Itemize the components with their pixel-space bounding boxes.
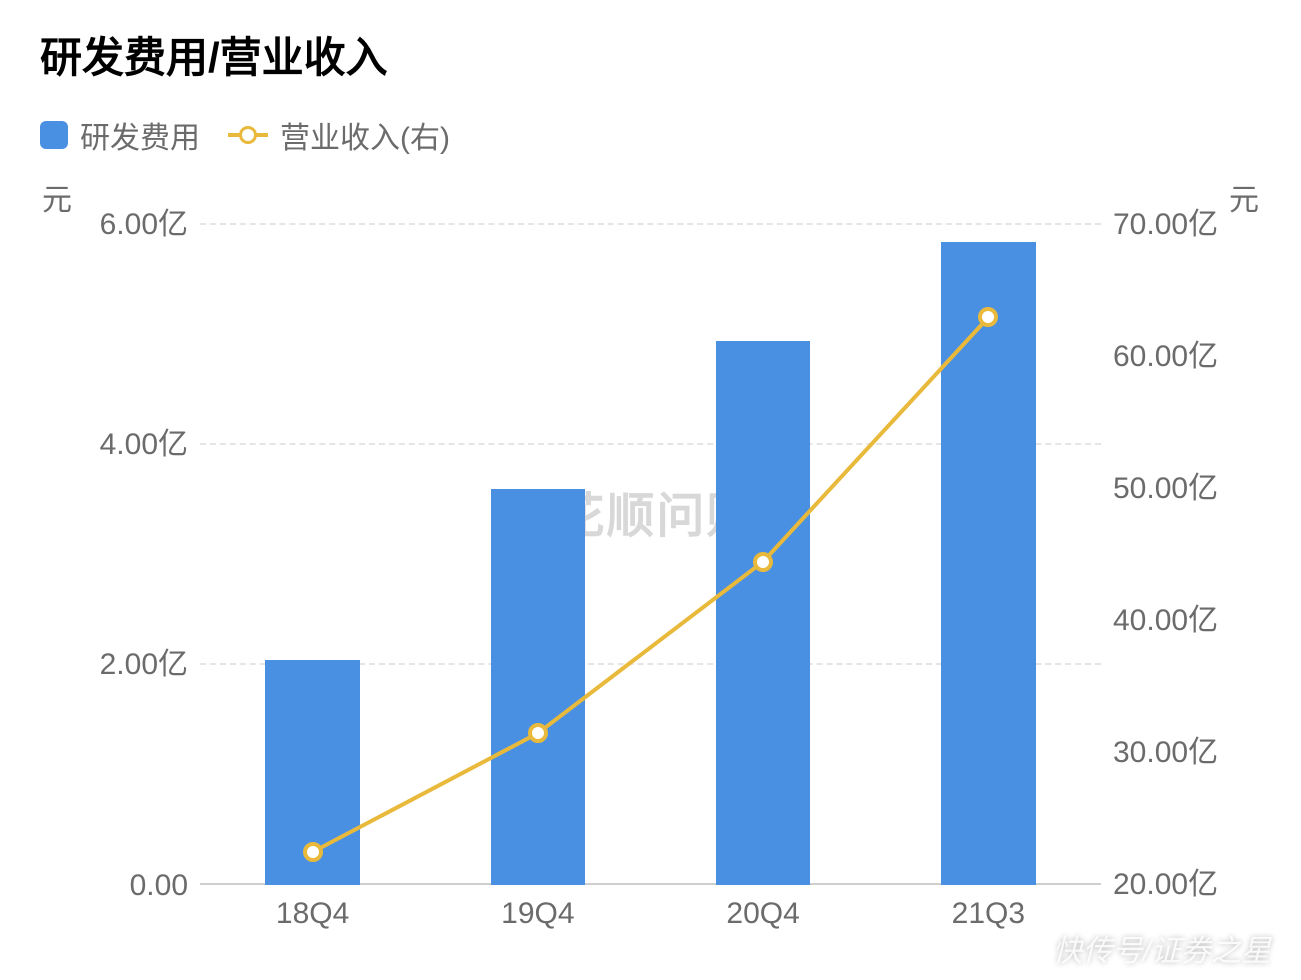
- chart-plot-area: 0.002.00亿4.00亿6.00亿 同花顺问财 20.00亿30.00亿40…: [40, 225, 1261, 885]
- footer-watermark: 快传号/证券之星: [1053, 926, 1271, 970]
- line-marker: [303, 842, 323, 862]
- bar-swatch-icon: [40, 121, 68, 149]
- y-axis-left: 0.002.00亿4.00亿6.00亿: [40, 225, 200, 885]
- legend-item-line: 营业收入(右): [228, 113, 450, 157]
- legend-item-bar: 研发费用: [40, 113, 200, 157]
- y-left-unit: 元: [42, 175, 72, 219]
- plot-region: 同花顺问财: [200, 225, 1101, 885]
- legend-bar-label: 研发费用: [80, 113, 200, 157]
- y-right-unit: 元: [1229, 175, 1259, 219]
- bar: [716, 341, 811, 886]
- y-right-tick: 30.00亿: [1113, 727, 1218, 771]
- line-marker: [528, 723, 548, 743]
- y-left-tick: 6.00亿: [100, 199, 188, 243]
- y-right-tick: 40.00亿: [1113, 595, 1218, 639]
- line-marker: [753, 552, 773, 572]
- grid-line: [200, 223, 1101, 225]
- chart-title: 研发费用/营业收入: [40, 24, 1261, 85]
- y-left-tick: 0.00: [130, 869, 188, 903]
- y-right-tick: 50.00亿: [1113, 463, 1218, 507]
- chart-container: 研发费用/营业收入 研发费用 营业收入(右) 元 元 0.00 2.00亿 4.00…: [0, 0, 1301, 980]
- y-axis-right: 20.00亿30.00亿40.00亿50.00亿60.00亿70.00亿: [1101, 225, 1261, 885]
- x-label: 20Q4: [651, 897, 876, 931]
- line-swatch-icon: [228, 133, 268, 137]
- x-labels-row: 18Q419Q420Q421Q3: [200, 897, 1101, 931]
- y-left-tick: 2.00亿: [100, 639, 188, 683]
- bar: [491, 489, 586, 885]
- legend-line-label: 营业收入(右): [280, 113, 450, 157]
- x-label: 19Q4: [425, 897, 650, 931]
- y-left-tick: 4.00亿: [100, 419, 188, 463]
- y-right-tick: 60.00亿: [1113, 331, 1218, 375]
- legend: 研发费用 营业收入(右): [40, 113, 1261, 157]
- bar: [941, 242, 1036, 886]
- y-right-tick: 20.00亿: [1113, 859, 1218, 903]
- line-path: [313, 317, 989, 852]
- line-marker: [978, 307, 998, 327]
- axis-units-row: 元 元: [40, 175, 1261, 219]
- x-label: 18Q4: [200, 897, 425, 931]
- y-right-tick: 70.00亿: [1113, 199, 1218, 243]
